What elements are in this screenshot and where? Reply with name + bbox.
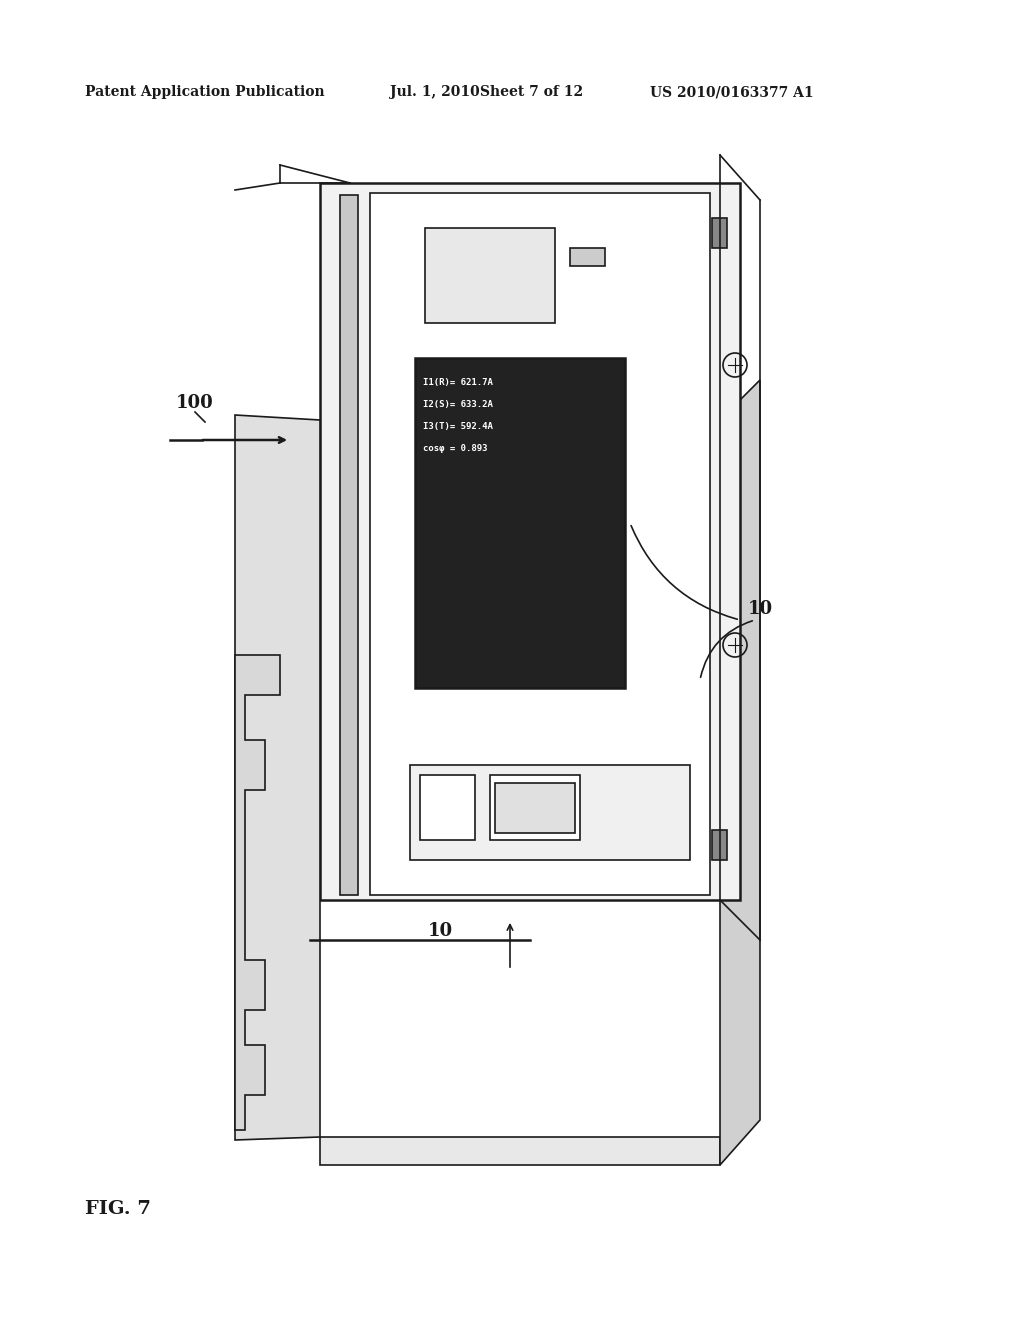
Bar [319,183,740,900]
Text: 10: 10 [427,921,453,940]
Bar [570,248,605,267]
Text: Jul. 1, 2010: Jul. 1, 2010 [390,84,480,99]
Text: Sheet 7 of 12: Sheet 7 of 12 [480,84,583,99]
Bar [370,193,710,895]
Bar [712,218,727,248]
Polygon shape [319,1137,720,1166]
Bar [410,766,690,861]
Polygon shape [720,380,760,1166]
Text: FIG. 7: FIG. 7 [85,1200,151,1218]
Bar [415,358,625,688]
Text: I3(T)= 592.4A: I3(T)= 592.4A [423,422,493,432]
Text: US 2010/0163377 A1: US 2010/0163377 A1 [650,84,814,99]
Bar [425,228,555,323]
Text: 10: 10 [748,601,773,618]
Bar [420,775,475,840]
Polygon shape [234,655,280,1130]
Polygon shape [234,414,319,1140]
Bar [340,195,358,895]
Bar [495,783,575,833]
Text: Patent Application Publication: Patent Application Publication [85,84,325,99]
Text: 100: 100 [176,393,214,412]
Bar [490,775,580,840]
Text: cosφ = 0.893: cosφ = 0.893 [423,444,487,453]
Text: I2(S)= 633.2A: I2(S)= 633.2A [423,400,493,409]
Text: I1(R)= 621.7A: I1(R)= 621.7A [423,378,493,387]
Bar [712,830,727,861]
